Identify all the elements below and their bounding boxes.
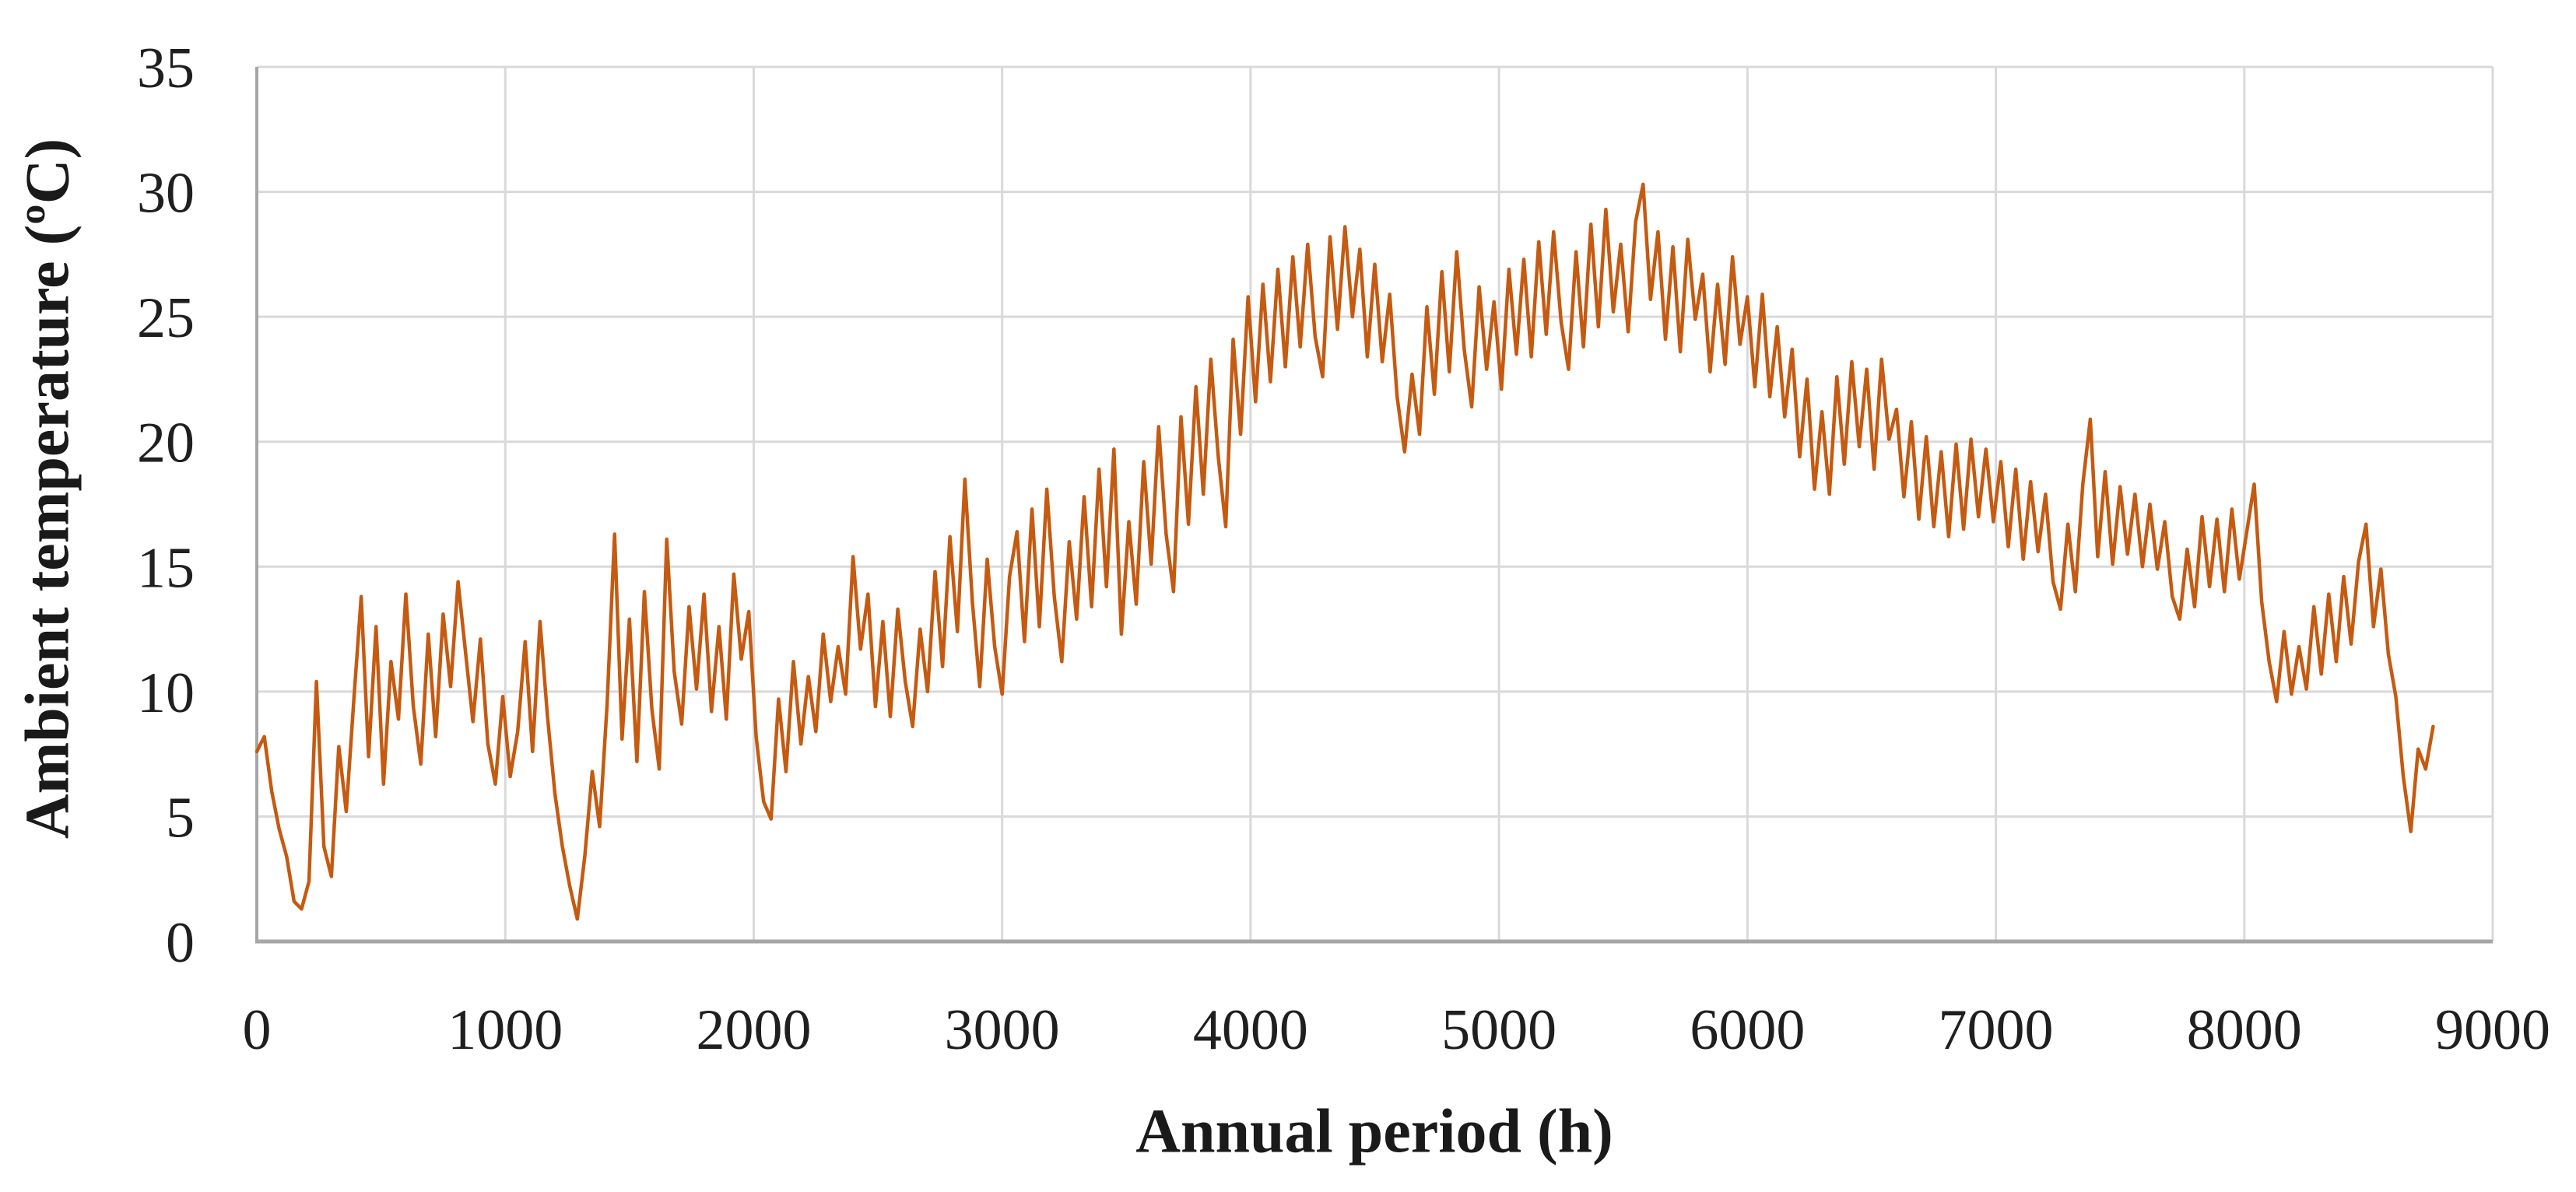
grid-lines xyxy=(255,65,2494,943)
x-tick-label: 2000 xyxy=(696,998,811,1062)
x-tick-label: 5000 xyxy=(1441,998,1556,1062)
x-tick-label: 8000 xyxy=(2187,998,2302,1062)
x-axis-title: Annual period (h) xyxy=(1135,1097,1613,1166)
y-tick-label: 30 xyxy=(137,162,195,226)
x-tick-label: 1000 xyxy=(447,998,563,1062)
y-tick-label: 0 xyxy=(166,911,195,975)
y-tick-label: 5 xyxy=(166,786,195,850)
temperature-line xyxy=(254,182,2435,921)
y-axis-title: Ambient temperature (ºC) xyxy=(13,138,82,840)
y-tick-label: 35 xyxy=(137,37,195,100)
y-tick-label: 20 xyxy=(137,412,195,475)
x-tick-label: 3000 xyxy=(945,998,1060,1062)
y-axis-tick-labels: 0 5 10 15 20 25 30 35 xyxy=(137,37,195,975)
y-tick-label: 15 xyxy=(137,536,195,600)
x-tick-label: 0 xyxy=(243,998,272,1062)
x-tick-label: 7000 xyxy=(1939,998,2054,1062)
x-axis-tick-labels: 0 1000 2000 3000 4000 5000 6000 7000 8000 9000 xyxy=(243,998,2551,1062)
y-tick-label: 25 xyxy=(137,286,195,350)
x-tick-label: 6000 xyxy=(1690,998,1805,1062)
axis-lines xyxy=(255,67,2493,944)
series-line xyxy=(254,182,2435,921)
x-tick-label: 9000 xyxy=(2435,998,2550,1062)
x-tick-label: 4000 xyxy=(1193,998,1308,1062)
y-tick-label: 10 xyxy=(137,661,195,725)
